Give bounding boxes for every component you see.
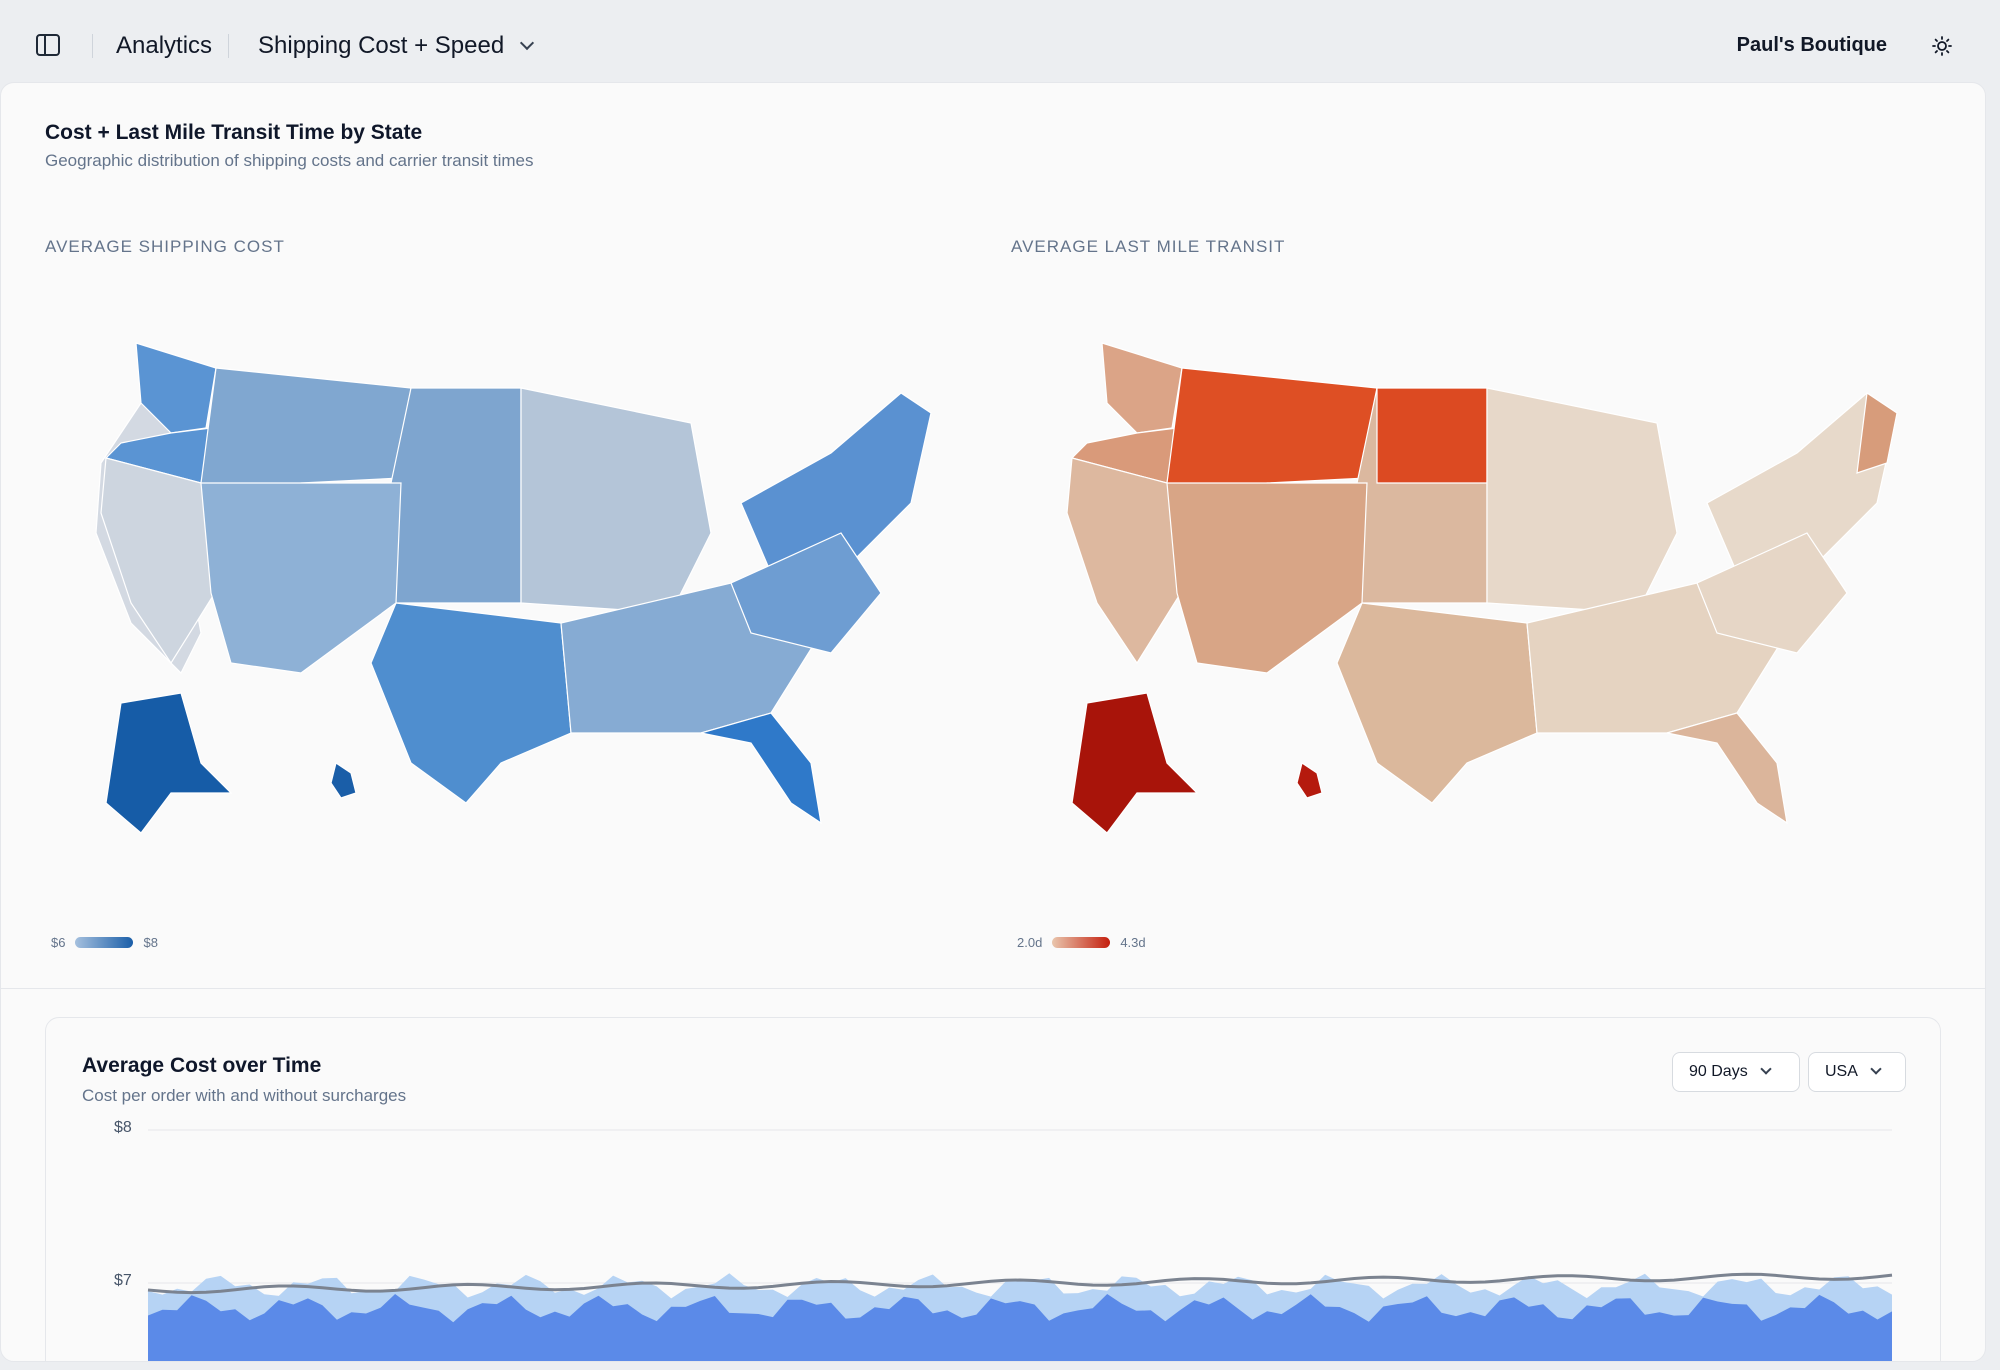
top-bar: Analytics Shipping Cost + Speed Paul's B… — [0, 0, 2000, 82]
transit-map-label: AVERAGE LAST MILE TRANSIT — [1011, 237, 1286, 256]
state-alaska — [1071, 692, 1199, 834]
state-mid-atlantic — [730, 532, 882, 654]
us-map-transit — [1066, 342, 1898, 834]
state-texas — [370, 602, 572, 804]
state-texas — [1336, 602, 1538, 804]
state-hawaii — [330, 762, 357, 799]
transit-legend-min: 2.0d — [1017, 935, 1043, 950]
state-mountain-south — [200, 482, 402, 674]
range-select-value: 90 Days — [1689, 1063, 1748, 1080]
sun-icon[interactable] — [1932, 36, 1952, 56]
us-map-cost — [95, 342, 932, 834]
y-tick-label: $7 — [114, 1272, 132, 1289]
sidebar-toggle-icon[interactable] — [36, 34, 60, 56]
page-selector[interactable]: Shipping Cost + Speed — [258, 32, 535, 60]
state-midwest — [1486, 387, 1678, 614]
cost-legend-gradient — [75, 937, 134, 948]
transit-map — [1017, 333, 1917, 973]
state-florida — [700, 712, 822, 825]
cost-chart-plot — [147, 1129, 1893, 1361]
state-northern-rockies — [1166, 367, 1378, 494]
cost-legend-max: $8 — [143, 935, 158, 950]
state-dakotas — [1376, 387, 1488, 484]
y-tick-label: $8 — [114, 1119, 132, 1136]
state-mountain-south — [1166, 482, 1368, 674]
series-area-lower — [148, 1294, 1892, 1361]
chart-subtitle: Cost per order with and without surcharg… — [82, 1086, 407, 1105]
state-washington — [1101, 342, 1183, 434]
store-name[interactable]: Paul's Boutique — [1736, 34, 1887, 56]
state-hawaii — [1296, 762, 1323, 799]
state-midwest — [520, 387, 712, 614]
cost-legend-min: $6 — [51, 935, 66, 950]
divider — [228, 34, 229, 58]
cost-over-time-card: Average Cost over Time Cost per order wi… — [45, 1017, 1941, 1361]
region-select[interactable]: USA — [1808, 1052, 1906, 1092]
region-select-value: USA — [1825, 1063, 1858, 1080]
cost-map-label: AVERAGE SHIPPING COST — [45, 237, 285, 256]
transit-legend-gradient — [1052, 937, 1111, 948]
state-alaska — [105, 692, 233, 834]
maps-card: Cost + Last Mile Transit Time by State G… — [0, 82, 1986, 1362]
transit-legend: 2.0d 4.3d — [1017, 935, 1146, 950]
state-maine — [1856, 391, 1898, 474]
breadcrumb-analytics[interactable]: Analytics — [116, 32, 213, 59]
chevron-down-icon — [520, 35, 535, 51]
transit-legend-max: 4.3d — [1120, 935, 1146, 950]
chart-title: Average Cost over Time — [82, 1054, 322, 1077]
card-subtitle: Geographic distribution of shipping cost… — [45, 151, 534, 170]
range-select[interactable]: 90 Days — [1672, 1052, 1800, 1092]
state-mid-atlantic — [1696, 532, 1848, 654]
state-florida — [1666, 712, 1788, 825]
cost-map — [51, 333, 951, 973]
section-divider — [1, 988, 1985, 989]
series-line — [147, 1272, 1893, 1295]
card-title: Cost + Last Mile Transit Time by State — [45, 121, 423, 144]
state-northern-rockies — [200, 367, 412, 494]
divider — [92, 34, 93, 58]
state-plains — [390, 387, 522, 604]
page-selector-label: Shipping Cost + Speed — [258, 32, 505, 59]
cost-legend: $6 $8 — [51, 935, 158, 950]
